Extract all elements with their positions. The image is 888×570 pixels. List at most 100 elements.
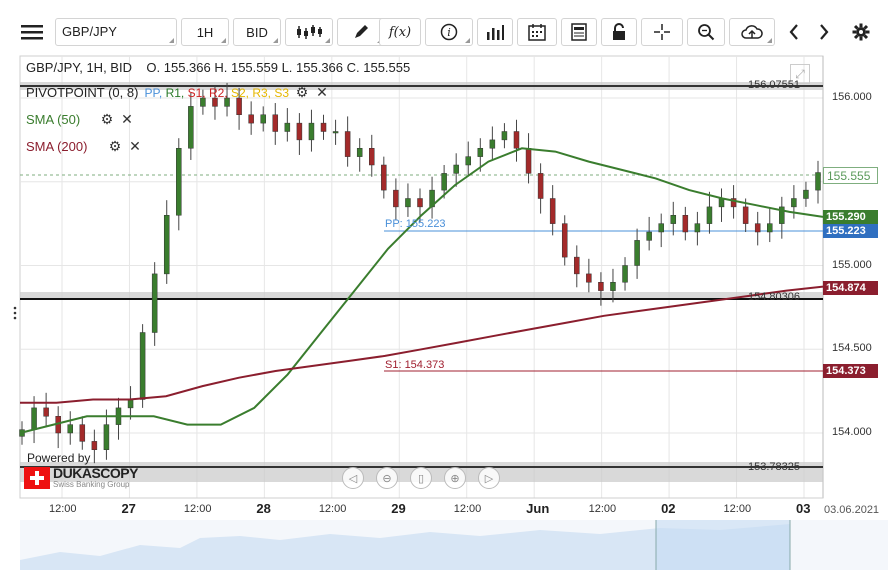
cloud-upload-icon [741, 25, 763, 39]
document-icon [571, 23, 587, 41]
time-tick-label: 27 [121, 501, 136, 516]
time-tick-label: 12:00 [453, 503, 482, 515]
zoom-out-button[interactable]: ⊖ [376, 467, 398, 489]
candle-body [441, 173, 447, 191]
info-button[interactable]: i [425, 18, 473, 46]
candle-body [489, 139, 496, 149]
settings-button[interactable] [846, 18, 876, 46]
pivot-levels-list: PP, R1, S1, R2, S2, R3, S3 [144, 86, 289, 100]
export-button[interactable] [729, 18, 775, 46]
chart-toolbar: GBP/JPY 1H BID f(x) i [0, 10, 888, 50]
time-tick-label: 12:00 [723, 503, 752, 515]
candle-body [803, 189, 809, 199]
close-icon[interactable]: ✕ [316, 84, 328, 100]
symbol-label: GBP/JPY [62, 24, 117, 39]
plot-area [19, 55, 824, 499]
candle-body [706, 206, 713, 224]
candle-body [272, 114, 279, 132]
time-tick-label: 12:00 [318, 503, 347, 515]
current-price-tag: 155.555 [823, 167, 878, 184]
pan-left-button[interactable]: ◁ [342, 467, 364, 489]
candle-body [610, 282, 616, 291]
candle-body [465, 156, 471, 166]
crosshair-icon [654, 24, 670, 40]
sma50-line[interactable] [19, 147, 824, 434]
candle-body [694, 223, 701, 233]
candle-body [815, 172, 821, 191]
candle-body [767, 223, 773, 233]
sma50-price-tag: 155.290 [823, 210, 878, 224]
candle-body [730, 198, 737, 208]
chart-type-button[interactable] [285, 18, 333, 46]
candle-body [200, 97, 206, 107]
indicators-button[interactable]: f(x) [379, 18, 421, 46]
news-button[interactable] [561, 18, 597, 46]
sma50-indicator-row: SMA (50) ⚙ ✕ [26, 111, 134, 127]
pan-right-button[interactable]: ▷ [478, 467, 500, 489]
pivot-level-r1: R1, [165, 85, 188, 100]
candle-body [188, 106, 194, 149]
brand-name: DUKASCOPY [53, 465, 138, 481]
sma200-line[interactable] [20, 285, 824, 404]
chevron-right-icon [820, 24, 829, 40]
lock-button[interactable] [601, 18, 637, 46]
pencil-icon [355, 25, 368, 38]
powered-by-label: Powered by [27, 451, 91, 465]
dropdown-corner-icon [325, 38, 330, 43]
drag-handle-icon[interactable] [13, 306, 17, 320]
candle-body [754, 223, 761, 233]
close-icon[interactable]: ✕ [129, 138, 141, 154]
maximize-icon[interactable]: ⤢ [790, 64, 810, 84]
svg-text:i: i [447, 26, 451, 39]
bar-chart-icon [487, 25, 504, 40]
candle-body [549, 198, 556, 224]
menu-button[interactable] [14, 18, 50, 46]
candle-body [586, 273, 592, 283]
candle-body [477, 148, 484, 157]
time-tick-label: 03 [796, 501, 811, 516]
scroll-right-button[interactable] [809, 18, 839, 46]
zoom-button[interactable] [687, 18, 725, 46]
date-stamp: 03.06.2021 [824, 504, 880, 516]
candle-body [537, 173, 544, 199]
candle-body [91, 441, 98, 450]
navigator-window[interactable] [656, 520, 790, 570]
side-selector[interactable]: BID [233, 18, 281, 46]
candle-body [381, 164, 387, 191]
gear-icon[interactable]: ⚙ [100, 111, 114, 127]
timeframe-selector[interactable]: 1H [181, 18, 229, 46]
reset-zoom-button[interactable]: ▯ [410, 467, 432, 489]
candle-body [103, 424, 110, 450]
gear-icon[interactable]: ⚙ [295, 84, 309, 100]
candle-body [742, 206, 749, 224]
zoom-in-button[interactable]: ⊕ [444, 467, 466, 489]
symbol-selector[interactable]: GBP/JPY [55, 18, 177, 46]
magnifier-icon [698, 24, 715, 41]
candle-body [561, 223, 568, 258]
price-tick-label: 156.000 [832, 91, 872, 103]
scroll-left-button[interactable] [779, 18, 809, 46]
candle-body [658, 223, 664, 233]
dropdown-corner-icon [169, 38, 174, 43]
candle-body [212, 97, 218, 107]
volume-button[interactable] [477, 18, 513, 46]
candle-body [718, 198, 725, 208]
calendar-button[interactable] [517, 18, 557, 46]
candle-body [453, 164, 459, 174]
candle-body [417, 198, 423, 208]
gear-icon[interactable]: ⚙ [108, 138, 122, 154]
crosshair-button[interactable] [641, 18, 683, 46]
gear-icon [852, 23, 870, 41]
time-tick-label: Jun [526, 501, 550, 516]
price-tick-label: 154.000 [832, 426, 872, 438]
close-icon[interactable]: ✕ [121, 111, 133, 127]
navigator-series [20, 524, 790, 570]
candle-body [393, 189, 399, 208]
price-tick-label: 155.000 [832, 258, 872, 271]
dukascopy-logo: DUKASCOPY Swiss Banking Group [24, 466, 138, 489]
price-tick-label: 154.500 [832, 342, 872, 355]
candle-body [296, 122, 303, 141]
candle-body [79, 424, 86, 442]
chevron-left-icon [789, 24, 798, 40]
